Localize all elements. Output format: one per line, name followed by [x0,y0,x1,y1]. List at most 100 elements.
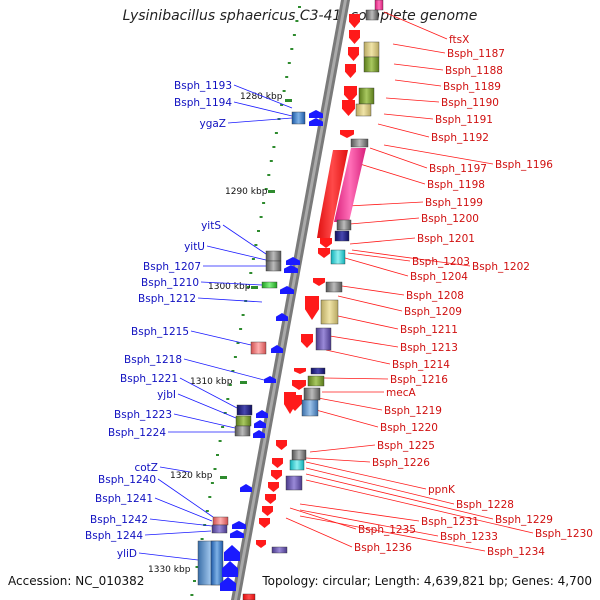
gene-block [261,281,278,289]
forward-gene-label: Bsph_1215 [131,326,189,338]
forward-gene-arrow [271,345,283,353]
reverse-gene-arrow [349,30,360,44]
scale-tick [236,342,240,344]
leader-line [289,507,357,530]
forward-gene-arrow [276,313,288,321]
reverse-gene-arrow [305,296,319,320]
leader-line [173,413,236,429]
gene-features [197,0,384,600]
gene-block [363,56,380,73]
scale-tick [195,566,199,568]
scale-major-tick [220,476,227,479]
reverse-gene-label: Bsph_1196 [495,159,553,171]
reverse-gene-label: Bsph_1209 [404,306,462,318]
gene-block [365,9,379,21]
reverse-gene-arrow [259,518,270,528]
reverse-gene-label: ppnK [428,484,456,496]
forward-gene-label: Bsph_1212 [138,293,196,305]
leader-line [305,457,371,463]
reverse-gene-label: Bsph_1236 [354,542,412,554]
gene-block [211,524,228,534]
forward-gene-label: cotZ [134,462,158,474]
gene-block [307,375,325,387]
reverse-gene-label: Bsph_1198 [427,179,485,191]
gene-block [235,415,252,427]
gene-block [265,260,282,272]
forward-gene-label: Bsph_1224 [108,427,166,439]
forward-gene-label: Bsph_1207 [143,261,201,273]
scale-labels: 1280 kbp 1290 kbp 1300 kbp 1310 kbp 1320 kbp… [148,92,283,575]
forward-gene-label: Bsph_1223 [114,409,172,421]
scale-tick [190,594,194,596]
leader-line [157,478,214,518]
gene-block [336,219,352,231]
reverse-gene-label: Bsph_1233 [440,531,498,543]
scale-track [190,6,301,596]
reverse-gene-arrow [271,470,282,480]
leader-line [159,466,191,473]
leader-line [344,257,409,277]
leader-line [383,144,494,165]
forward-gene-label: yjbI [157,389,176,401]
reverse-gene-label: Bsph_1188 [445,65,503,77]
scale-label: 1330 kbp [148,565,191,575]
leader-line [200,281,263,286]
reverse-gene-arrow [268,482,279,492]
reverse-gene-label: Bsph_1202 [472,261,530,273]
reverse-gene-label: Bsph_1192 [431,132,489,144]
reverse-gene-label: Bsph_1208 [406,290,464,302]
reverse-gene-arrow [284,392,296,414]
forward-gene-arrow [253,430,265,438]
leader-line [285,517,353,548]
forward-gene-label: Bsph_1221 [120,373,178,385]
leader-line [305,467,455,505]
scale-label: 1320 kbp [170,471,213,481]
forward-gene-arrow [220,577,236,591]
scale-tick [295,20,299,22]
scale-major-tick [268,190,275,193]
scale-tick [241,314,245,316]
leader-line [227,117,293,124]
forward-gene-arrow [286,257,300,265]
forward-gene-label: Bsph_1241 [95,493,153,505]
reverse-gene-arrow [256,540,266,548]
scale-tick [226,398,230,400]
forward-gene-label: yitU [184,241,205,253]
leader-line [351,249,471,267]
scale-tick [205,510,209,512]
leader-line [144,530,212,536]
reverse-gene-label: Bsph_1214 [392,359,450,371]
reverse-gene-arrow [348,47,359,61]
leader-line [233,101,293,117]
leader-line [341,285,405,296]
forward-gene-arrow [224,545,240,561]
scale-tick [290,48,294,50]
leader-line [337,295,403,312]
scale-tick [223,412,227,414]
reverse-gene-label: Bsph_1191 [435,114,493,126]
scale-tick [208,496,212,498]
scale-tick [249,272,253,274]
reverse-gene-label: Bsph_1226 [372,457,430,469]
leader-line [315,409,379,428]
gene-block [234,425,251,437]
leader-line [394,79,442,87]
forward-gene-label: Bsph_1244 [85,530,143,542]
scale-tick [262,202,266,204]
scale-tick [228,384,232,386]
scale-label: 1290 kbp [225,187,268,197]
leader-line [149,518,213,527]
leader-line [383,113,434,120]
leader-line [179,377,238,409]
forward-gene-label: Bsph_1240 [98,474,156,486]
scale-tick [282,90,286,92]
gene-block [236,404,253,416]
reverse-gene-label: Bsph_1231 [421,516,479,528]
scale-tick [285,76,289,78]
forward-gene-label: Bsph_1193 [174,80,232,92]
forward-gene-arrow [222,561,238,577]
leader-line [349,217,420,225]
reverse-gene-label: Bsph_1230 [535,528,593,540]
scale-major-tick [285,99,292,102]
scale-tick [298,6,301,8]
